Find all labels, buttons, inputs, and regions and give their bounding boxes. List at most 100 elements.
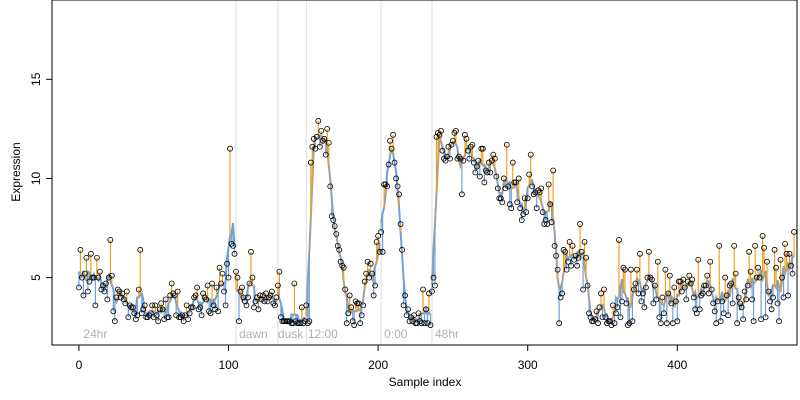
observed-point bbox=[185, 316, 192, 323]
observed-point bbox=[82, 270, 88, 277]
observed-point bbox=[701, 282, 708, 289]
observed-point bbox=[481, 179, 488, 186]
observed-point bbox=[402, 292, 408, 299]
observed-point bbox=[96, 268, 103, 275]
observed-point bbox=[210, 302, 217, 309]
observed-point bbox=[690, 294, 697, 301]
observed-point bbox=[777, 256, 784, 263]
observed-point bbox=[632, 280, 639, 287]
observed-point bbox=[162, 296, 169, 303]
observed-point bbox=[563, 266, 570, 273]
observed-point bbox=[629, 318, 636, 325]
observed-point bbox=[197, 304, 204, 311]
observed-point bbox=[518, 217, 525, 223]
observed-point bbox=[722, 274, 729, 281]
observed-point bbox=[200, 290, 206, 297]
observed-point bbox=[85, 288, 91, 295]
observed-point bbox=[348, 304, 355, 311]
observed-point bbox=[711, 308, 718, 315]
observed-point bbox=[611, 320, 618, 327]
observed-point bbox=[539, 209, 546, 216]
observed-point bbox=[385, 161, 392, 168]
observed-point bbox=[155, 318, 162, 325]
observed-point bbox=[325, 139, 332, 146]
observed-point bbox=[132, 316, 139, 323]
observed-point bbox=[436, 131, 443, 138]
observed-point bbox=[373, 238, 380, 245]
observed-point bbox=[396, 191, 402, 198]
observed-point bbox=[280, 318, 287, 325]
observed-point bbox=[651, 282, 658, 289]
observed-point bbox=[696, 306, 703, 313]
observed-point bbox=[732, 270, 739, 277]
observed-point bbox=[494, 185, 501, 192]
observed-point bbox=[108, 272, 115, 279]
observed-point bbox=[340, 264, 347, 271]
observed-point bbox=[491, 155, 498, 162]
observed-point bbox=[366, 274, 373, 281]
observed-point bbox=[488, 157, 495, 164]
observed-point bbox=[354, 300, 361, 307]
observed-point bbox=[641, 304, 648, 311]
observed-point bbox=[460, 157, 467, 164]
observed-point bbox=[628, 266, 634, 273]
observed-point bbox=[269, 288, 275, 295]
observed-point bbox=[776, 318, 782, 325]
observed-point bbox=[414, 320, 420, 327]
observed-point bbox=[369, 270, 376, 277]
observed-point bbox=[322, 151, 329, 158]
observed-point bbox=[147, 310, 154, 317]
observed-point bbox=[367, 260, 374, 267]
observed-point bbox=[224, 260, 230, 267]
observed-point bbox=[313, 133, 320, 140]
observed-point bbox=[529, 183, 536, 190]
observed-point bbox=[514, 199, 521, 206]
observed-point bbox=[638, 298, 645, 305]
region-label: dawn bbox=[239, 327, 268, 341]
observed-point bbox=[219, 270, 226, 277]
observed-point bbox=[626, 320, 633, 327]
observed-point bbox=[243, 302, 250, 309]
observed-point bbox=[276, 268, 283, 275]
observed-point bbox=[221, 288, 227, 295]
observed-point bbox=[554, 266, 561, 273]
observed-point bbox=[164, 314, 171, 321]
observed-point bbox=[750, 318, 757, 325]
observed-point bbox=[466, 155, 473, 162]
observed-point bbox=[705, 290, 712, 297]
observed-point bbox=[637, 250, 643, 257]
observed-point bbox=[230, 242, 236, 249]
observed-point bbox=[448, 141, 455, 148]
observed-point bbox=[213, 284, 220, 291]
observed-point bbox=[370, 292, 377, 299]
observed-point bbox=[310, 135, 317, 142]
observed-point bbox=[282, 318, 289, 325]
observed-point bbox=[672, 298, 679, 305]
observed-point bbox=[568, 262, 575, 269]
observed-point bbox=[227, 145, 233, 152]
observed-point bbox=[215, 308, 221, 315]
fitted-line-segment bbox=[235, 281, 278, 304]
observed-point bbox=[245, 294, 251, 301]
observed-point bbox=[101, 288, 108, 295]
observed-point bbox=[575, 254, 582, 261]
observed-point bbox=[695, 256, 702, 263]
observed-point bbox=[137, 246, 144, 253]
observed-point bbox=[363, 270, 370, 277]
observed-point bbox=[503, 141, 510, 148]
observed-point bbox=[542, 217, 549, 223]
observed-point bbox=[583, 254, 589, 261]
observed-point bbox=[734, 320, 741, 327]
observed-point bbox=[487, 169, 494, 176]
observed-point bbox=[689, 276, 696, 283]
observed-point bbox=[479, 145, 486, 152]
observed-point bbox=[135, 286, 142, 293]
observed-point bbox=[779, 274, 785, 281]
observed-point bbox=[294, 320, 301, 327]
observed-point bbox=[104, 296, 111, 303]
observed-point bbox=[194, 284, 201, 291]
observed-point bbox=[113, 294, 120, 301]
observed-point bbox=[599, 314, 606, 321]
observed-point bbox=[444, 153, 450, 160]
observed-point bbox=[592, 316, 598, 323]
